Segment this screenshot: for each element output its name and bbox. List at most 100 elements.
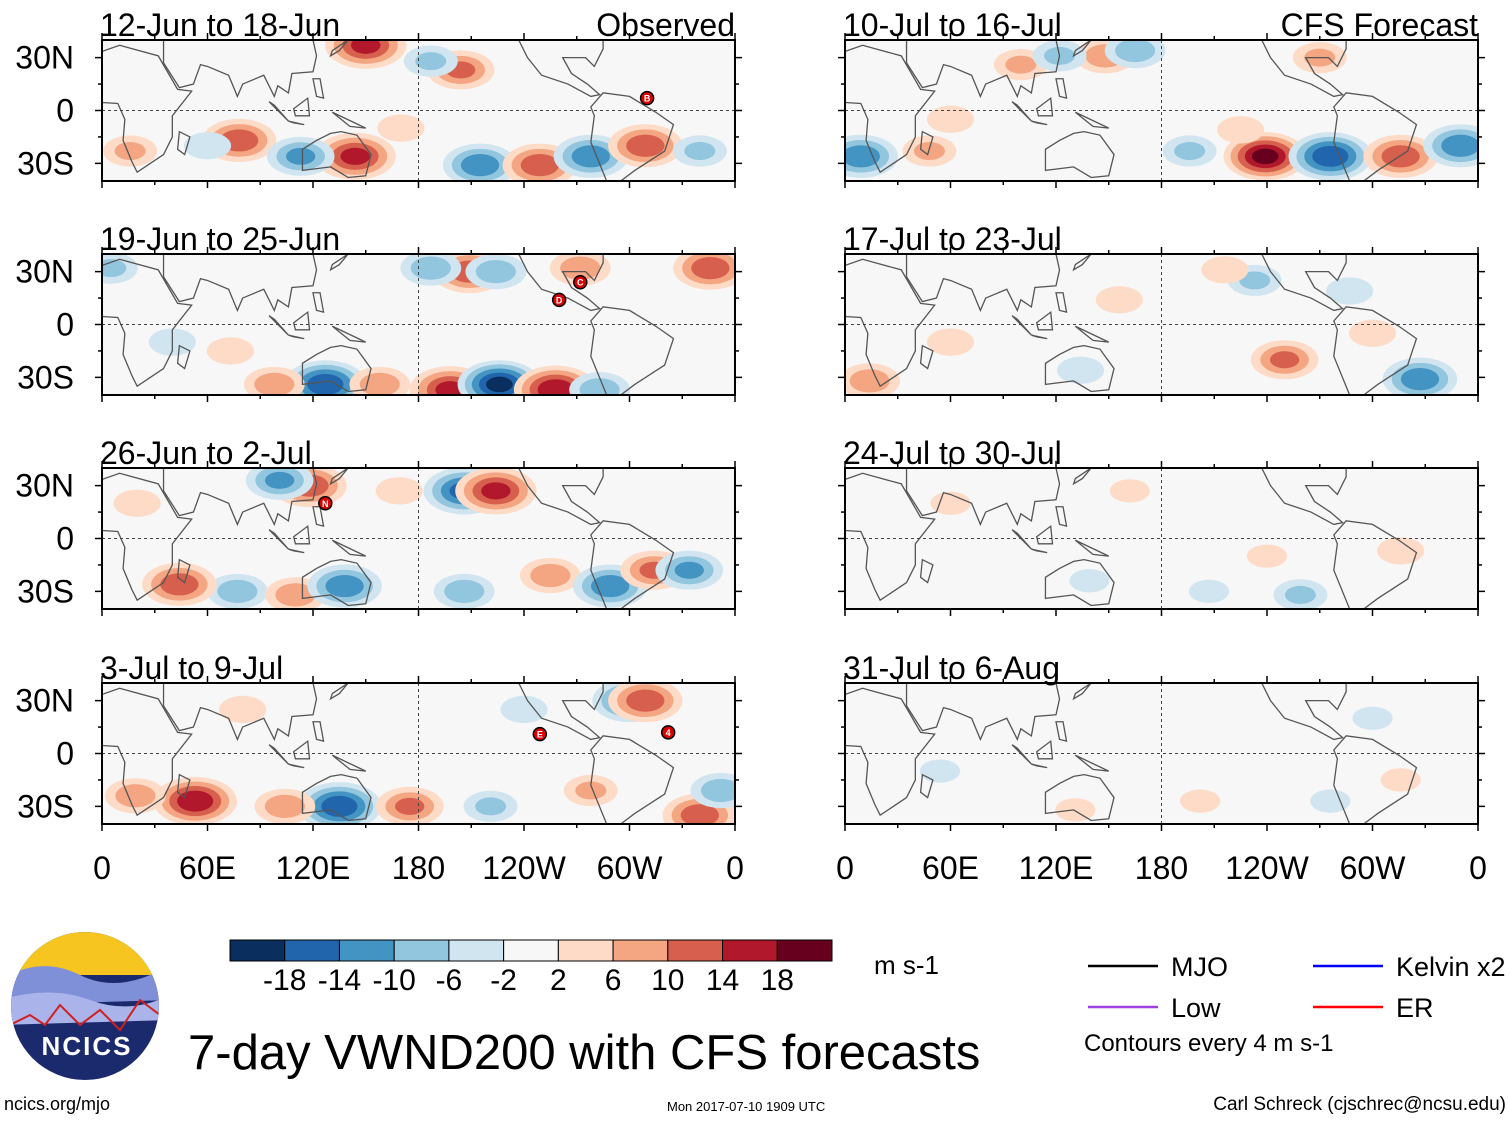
anomaly-contour bbox=[275, 583, 316, 607]
coastline bbox=[102, 687, 193, 817]
panel-title: 10-Jul to 16-Jul bbox=[843, 7, 1062, 43]
coastline bbox=[919, 773, 934, 799]
anomaly-blob bbox=[377, 114, 425, 142]
anomaly-field bbox=[845, 256, 1458, 395]
anomaly-contour bbox=[930, 491, 971, 515]
column-label-right: CFS Forecast bbox=[1281, 7, 1478, 43]
anomaly-blob bbox=[266, 136, 335, 176]
anomaly-contour bbox=[500, 695, 548, 724]
map-panel-3: N 26-Jun to 2-Jul 30N 0 30S bbox=[15, 435, 742, 616]
anomaly-contour bbox=[1348, 319, 1397, 347]
anomaly-contour bbox=[475, 260, 516, 284]
coastline bbox=[845, 687, 936, 817]
anomaly-blob bbox=[455, 468, 537, 515]
anomaly-contour bbox=[160, 573, 199, 596]
colorbar-tick-label: 6 bbox=[605, 964, 622, 997]
coastline bbox=[176, 773, 191, 799]
anomaly-contour bbox=[1284, 585, 1316, 604]
map-panel-2: C D 19-Jun to 25-Jun 30N 0 30S bbox=[15, 221, 742, 402]
anomaly-blob bbox=[1326, 277, 1374, 305]
coastline bbox=[176, 558, 191, 584]
colorbar-tick-label: 2 bbox=[550, 964, 567, 997]
lon-tick-label: 0 bbox=[836, 850, 854, 886]
anomaly-blob bbox=[1095, 286, 1143, 314]
anomaly-blob bbox=[1382, 357, 1458, 395]
anomaly-contour bbox=[680, 804, 719, 824]
map-panel-1: B 12-Jun to 18-Jun Observed 30N 0 30S bbox=[15, 7, 742, 188]
coastline bbox=[312, 721, 325, 743]
anomaly-contour bbox=[1269, 351, 1300, 369]
anomaly-blob bbox=[254, 788, 316, 824]
anomaly-contour bbox=[1095, 286, 1143, 314]
anomaly-contour bbox=[183, 132, 232, 160]
anomaly-contour bbox=[395, 797, 425, 815]
coastline bbox=[331, 111, 367, 129]
anomaly-blob bbox=[325, 40, 407, 69]
anomaly-contour bbox=[351, 40, 381, 54]
anomaly-blob bbox=[672, 135, 727, 167]
storm-label: B bbox=[644, 94, 651, 104]
lon-tick-label: 60W bbox=[597, 850, 664, 886]
anomaly-blob bbox=[142, 562, 217, 606]
anomaly-contour bbox=[913, 142, 945, 161]
coastline bbox=[1044, 344, 1115, 393]
anomaly-contour bbox=[1188, 579, 1230, 604]
colorbar-tick-label: -2 bbox=[490, 964, 517, 997]
anomaly-blob bbox=[1188, 579, 1230, 604]
tick-marks bbox=[838, 676, 1485, 831]
anomaly-contour bbox=[486, 376, 513, 393]
anomaly-contour bbox=[1326, 277, 1374, 305]
anomaly-contour bbox=[1239, 271, 1271, 290]
coastline bbox=[1031, 334, 1048, 340]
anomaly-blob bbox=[1310, 789, 1351, 813]
contour-note: Contours every 4 m s-1 bbox=[1084, 1030, 1334, 1057]
storm-label: 4 bbox=[666, 728, 671, 738]
lat-tick-label: 0 bbox=[56, 307, 74, 343]
coastline bbox=[1031, 763, 1048, 769]
anomaly-contour bbox=[1400, 368, 1440, 391]
anomaly-field bbox=[845, 40, 1478, 181]
coastline bbox=[845, 258, 936, 388]
storm-label: D bbox=[556, 295, 563, 305]
anomaly-blob bbox=[563, 774, 618, 807]
coastline bbox=[905, 468, 1061, 527]
storm-label: N bbox=[322, 499, 329, 509]
coastline bbox=[1055, 292, 1068, 314]
footer-url[interactable]: ncics.org/mjo bbox=[4, 1094, 111, 1114]
anomaly-contour bbox=[1246, 544, 1288, 568]
coastline bbox=[162, 254, 318, 313]
coastline bbox=[453, 254, 604, 312]
lon-tick-label: 0 bbox=[93, 850, 111, 886]
anomaly-contour bbox=[219, 695, 267, 724]
colorbar-tick-label: 18 bbox=[761, 964, 794, 997]
storm-marker: E bbox=[532, 726, 548, 742]
anomaly-blob bbox=[1223, 132, 1308, 181]
colorbar-swatch bbox=[776, 939, 833, 962]
coastline bbox=[288, 120, 305, 126]
coastline bbox=[453, 40, 604, 98]
anomaly-contour bbox=[460, 154, 500, 177]
coastline bbox=[288, 334, 305, 340]
anomaly-contour bbox=[1312, 145, 1349, 167]
anomaly-blob bbox=[1069, 569, 1110, 593]
coastline bbox=[1333, 735, 1418, 824]
coastline bbox=[331, 325, 367, 343]
coastline bbox=[312, 292, 325, 314]
coastline bbox=[919, 130, 934, 156]
anomaly-blob bbox=[113, 489, 161, 517]
coastline bbox=[905, 683, 1061, 742]
lon-tick-label: 120E bbox=[276, 850, 351, 886]
anomaly-blob bbox=[569, 372, 630, 395]
coastline bbox=[292, 739, 311, 760]
anomaly-field bbox=[113, 468, 724, 609]
coastline bbox=[1031, 548, 1048, 554]
anomaly-blob bbox=[465, 254, 527, 290]
anomaly-contour bbox=[691, 257, 730, 280]
storm-marker: 4 bbox=[660, 725, 676, 740]
anomaly-blob bbox=[183, 132, 232, 160]
coastline bbox=[331, 754, 367, 772]
anomaly-contour bbox=[410, 256, 451, 280]
anomaly-contour bbox=[1055, 798, 1096, 822]
anomaly-blob bbox=[690, 772, 735, 809]
storm-icon bbox=[639, 90, 655, 106]
